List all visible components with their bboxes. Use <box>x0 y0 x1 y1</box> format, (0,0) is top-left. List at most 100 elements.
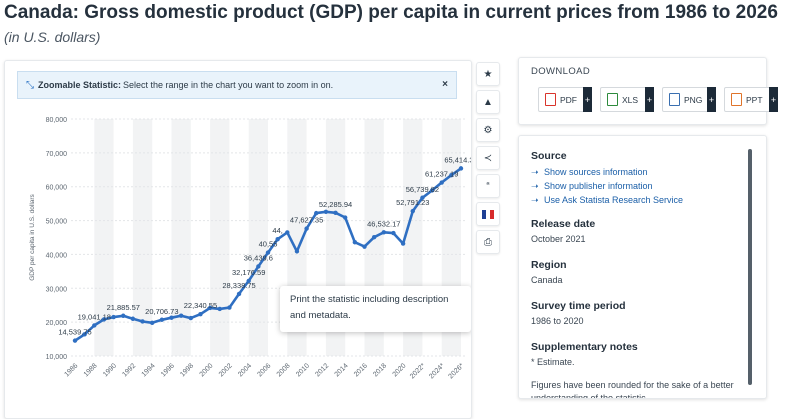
download-pdf-button[interactable]: PDF + <box>538 87 592 112</box>
data-point[interactable] <box>150 320 155 326</box>
data-point[interactable] <box>285 230 290 235</box>
data-point[interactable] <box>111 314 116 320</box>
data-label: 19,041.18 <box>78 312 111 321</box>
data-label: 52,285.94 <box>319 200 352 209</box>
data-point[interactable] <box>159 317 165 322</box>
data-point[interactable] <box>169 315 174 320</box>
data-point[interactable] <box>275 236 280 242</box>
print-tooltip: Print the statistic including descriptio… <box>280 286 471 332</box>
info-scrollbar[interactable] <box>748 149 752 385</box>
data-label: 44, <box>272 226 282 235</box>
pdf-file-icon <box>545 93 556 106</box>
data-point[interactable] <box>207 305 213 311</box>
data-point[interactable] <box>294 249 300 254</box>
french-flag-graphic <box>482 209 494 219</box>
data-point[interactable] <box>92 323 97 328</box>
x-tick-label: 2020 <box>392 362 408 378</box>
x-tick-label: 2018 <box>372 362 388 378</box>
data-point[interactable] <box>362 244 367 249</box>
release-date-value: October 2021 <box>531 234 586 244</box>
arrow-right-icon: ➝ <box>531 181 539 191</box>
data-point[interactable] <box>449 173 454 178</box>
share-icon[interactable]: ≺ <box>476 146 500 170</box>
data-label: 21,885.57 <box>107 303 140 312</box>
show-sources-link[interactable]: ➝ Show sources information <box>531 165 746 179</box>
x-tick-label: 1994 <box>141 362 157 378</box>
x-tick-label: 2014 <box>334 362 350 378</box>
data-point[interactable] <box>101 317 107 322</box>
data-point[interactable] <box>458 166 464 171</box>
data-point[interactable] <box>227 305 232 310</box>
x-tick-label: 1998 <box>179 362 195 378</box>
data-point[interactable] <box>410 208 415 214</box>
data-point[interactable] <box>333 210 338 216</box>
download-ppt-button[interactable]: PPT + <box>724 87 778 112</box>
x-tick-label: 1996 <box>160 362 176 378</box>
show-publisher-link[interactable]: ➝ Show publisher information <box>531 179 746 193</box>
data-point[interactable] <box>198 312 203 317</box>
star-icon[interactable]: ★ <box>476 62 500 86</box>
data-point[interactable] <box>323 209 329 214</box>
chart-toolbar: ★ ▲ ⚙ ≺ “ ⎙ <box>476 62 500 258</box>
data-point[interactable] <box>188 315 193 321</box>
data-label: 47,627.35 <box>290 216 323 225</box>
ask-statista-link[interactable]: ➝ Use Ask Statista Research Service <box>531 193 746 207</box>
gear-icon[interactable]: ⚙ <box>476 118 500 142</box>
close-icon[interactable]: × <box>442 79 448 90</box>
data-point[interactable] <box>256 264 261 269</box>
download-png-button[interactable]: PNG + <box>662 87 716 112</box>
flag-icon[interactable] <box>476 202 500 226</box>
quote-icon[interactable]: “ <box>476 174 500 198</box>
ask-statista-label: Use Ask Statista Research Service <box>544 195 684 205</box>
data-point[interactable] <box>314 210 319 216</box>
data-label: 20,706.73 <box>145 307 178 316</box>
data-point[interactable] <box>236 291 242 297</box>
data-label: 56,739.82 <box>406 185 439 194</box>
plus-icon: + <box>645 87 654 112</box>
print-icon[interactable]: ⎙ <box>476 230 500 254</box>
data-point[interactable] <box>381 230 386 235</box>
show-sources-label: Show sources information <box>544 167 648 177</box>
plus-icon: + <box>583 87 592 112</box>
data-point[interactable] <box>400 241 406 246</box>
data-point[interactable] <box>439 180 444 185</box>
xls-file-icon <box>607 93 618 106</box>
data-label: 36,439.6 <box>244 253 273 262</box>
data-point[interactable] <box>304 226 309 231</box>
data-point[interactable] <box>391 230 396 236</box>
arrow-right-icon: ➝ <box>531 167 539 177</box>
data-point[interactable] <box>140 319 145 324</box>
data-point[interactable] <box>82 332 87 337</box>
data-point[interactable] <box>130 316 136 321</box>
x-tick-label: 2002 <box>218 362 234 378</box>
download-xls-button[interactable]: XLS + <box>600 87 654 112</box>
y-axis-label: GDP per capita in U.S. dollars <box>29 193 36 280</box>
data-point[interactable] <box>246 278 251 284</box>
data-point[interactable] <box>429 188 435 193</box>
download-title: DOWNLOAD <box>531 66 591 77</box>
data-point[interactable] <box>72 338 78 343</box>
data-point[interactable] <box>265 250 271 255</box>
data-point[interactable] <box>371 234 377 240</box>
data-point[interactable] <box>178 313 184 318</box>
supplementary-notes-value: * Estimate. <box>531 357 575 367</box>
survey-period-heading: Survey time period <box>531 300 626 312</box>
data-point[interactable] <box>352 240 358 245</box>
gdp-line-chart[interactable]: 10,000 20,000 30,000 40,000 50,000 60,000 70,0… <box>5 61 471 418</box>
page-subtitle: (in U.S. dollars) <box>4 29 101 45</box>
zoom-banner-label: Zoomable Statistic: <box>38 80 122 90</box>
data-point[interactable] <box>217 306 222 312</box>
y-tick-label: 50,000 <box>46 219 68 226</box>
survey-period-value: 1986 to 2020 <box>531 316 584 326</box>
y-tick-label: 10,000 <box>46 354 68 361</box>
chart-card: ⤡ Zoomable Statistic: Select the range i… <box>4 60 472 419</box>
data-point[interactable] <box>420 195 425 200</box>
zoom-banner: ⤡ Zoomable Statistic: Select the range i… <box>17 71 457 99</box>
data-point[interactable] <box>343 215 348 220</box>
x-tick-label: 2006 <box>256 362 272 378</box>
x-tick-label: 2016 <box>353 362 369 378</box>
bell-icon[interactable]: ▲ <box>476 90 500 114</box>
data-point[interactable] <box>121 313 126 318</box>
x-tick-label: 2026* <box>448 362 466 380</box>
data-label: 28,338.75 <box>222 281 255 290</box>
